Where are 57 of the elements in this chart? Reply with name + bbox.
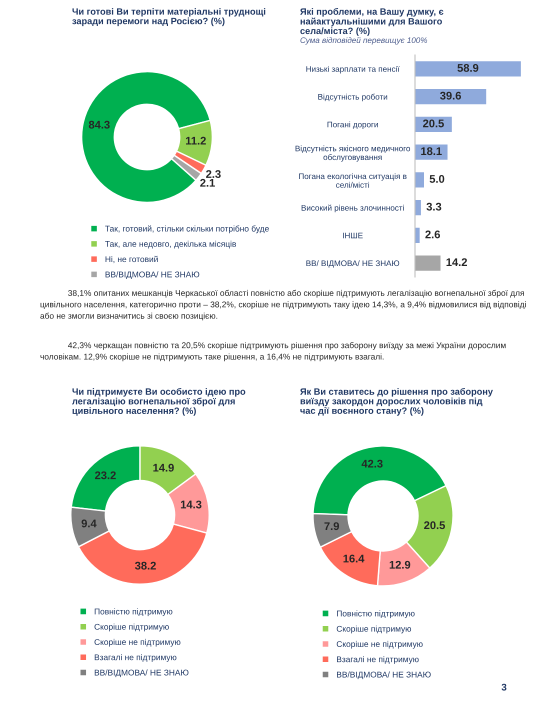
chart-title: Як Ви ставитесь до рішення про заборону виїзду закордон дорослих чоловіків під час дії воєнного стану? (%) xyxy=(300,388,493,416)
data-label: 14.3 xyxy=(180,500,202,508)
text: 3 xyxy=(502,684,506,691)
legend-label: Скоріше підтримую xyxy=(94,624,169,632)
data-label: 2.6 xyxy=(425,230,440,238)
data-label: 3.3 xyxy=(426,202,442,211)
y-tick-label: Низькі зарплати та пенсії xyxy=(306,66,400,74)
chart-title: Чи підтримуєте Ви особисто ідею про легалізацію вогнепальної зброї для цивільного населення? (%) xyxy=(72,388,246,416)
data-label: 58.9 xyxy=(457,64,478,72)
data-label: 14.9 xyxy=(153,464,174,472)
y-tick-label: Погана екологічна ситуація в селі/місті xyxy=(299,173,407,188)
legend-label: Взагалі не підтримую xyxy=(337,656,419,664)
data-label: 2.3 xyxy=(206,170,221,178)
data-label: 42.3 xyxy=(362,460,383,468)
data-label: 7.9 xyxy=(324,522,339,530)
legend-label: Ні, не готовий xyxy=(106,256,158,264)
bar xyxy=(415,255,441,271)
legend-label: Так, але недовго, декілька місяців xyxy=(105,240,236,248)
data-label: 20.5 xyxy=(424,521,446,530)
data-label: 23.2 xyxy=(95,471,116,480)
y-tick-label: ВВ/ ВІДМОВА/ НЕ ЗНАЮ xyxy=(306,260,400,268)
data-label: 12.9 xyxy=(390,560,410,569)
y-tick-label: ІНШЕ xyxy=(343,232,363,238)
data-label: 9.4 xyxy=(82,520,97,528)
legend-label: Повністю підтримую xyxy=(337,610,415,618)
legend-label: Скоріше підтримую xyxy=(336,626,412,634)
text: 42,3% черкащан повністю та 20,5% скоріше підтримують рішення про заборону виїзду за межі України дорослим чоловікам. 12,9% скоріше не підтримують таке рішення, а 16,4% не підтримують взагалі. xyxy=(40,342,506,362)
data-label: 5.0 xyxy=(430,174,444,183)
chart-title: Які проблеми, на Вашу думку, є найактуальнішими для Вашого села/міста? (%) xyxy=(300,8,444,36)
y-tick-label: Відсутність роботи xyxy=(318,94,388,102)
y-tick-label: Погані дороги xyxy=(328,121,378,129)
data-label: 16.4 xyxy=(344,554,364,562)
bar xyxy=(415,61,521,77)
chart-subtitle: Сума відповідей перевищує 100% xyxy=(300,37,428,45)
data-label: 11.2 xyxy=(186,136,206,145)
data-label: 14.2 xyxy=(446,258,467,266)
data-label: 84.3 xyxy=(88,120,110,129)
data-label: 20.5 xyxy=(423,119,444,128)
legend-label: Взагалі не підтримую xyxy=(94,654,176,662)
legend-label: ВВ/ВІДМОВА/ НЕ ЗНАЮ xyxy=(94,669,188,678)
data-label: 18.1 xyxy=(421,147,442,156)
bar xyxy=(415,200,421,216)
data-label: 2.1 xyxy=(200,178,215,187)
legend-label: Так, готовий, стільки скільки потрібно буде xyxy=(105,225,269,234)
legend-label: Скоріше не підтримую xyxy=(94,638,180,647)
chart-title: Чи готові Ви терпіти матеріальні труднощі заради перемоги над Росією? (%) xyxy=(72,8,266,26)
bar xyxy=(415,88,486,104)
legend-label: ВВ/ВІДМОВА/ НЕ ЗНАЮ xyxy=(337,671,431,680)
data-label: 39.6 xyxy=(440,92,462,100)
bar xyxy=(415,172,424,188)
legend-label: Скоріше не підтримую xyxy=(336,640,423,649)
y-tick-label: Відсутність якісного медичного обслуговування xyxy=(296,145,410,162)
y-tick-label: Високий рівень злочинності xyxy=(302,204,404,212)
data-label: 38.2 xyxy=(134,562,156,570)
legend-label: Повністю підтримую xyxy=(94,608,172,616)
legend-label: ВВ/ВІДМОВА/ НЕ ЗНАЮ xyxy=(106,271,200,279)
text: 38,1% опитаних мешканців Черкаської області повністю або скоріше підтримують легалізацію вогнепальної зброї для цивільного населення, категорично проти – 38,2%, скоріше не підтримують таку ідею 14,3%, а 9,4% відмовилися від відповіді або не змогли визначитись зі своєю позицією. xyxy=(40,290,526,320)
